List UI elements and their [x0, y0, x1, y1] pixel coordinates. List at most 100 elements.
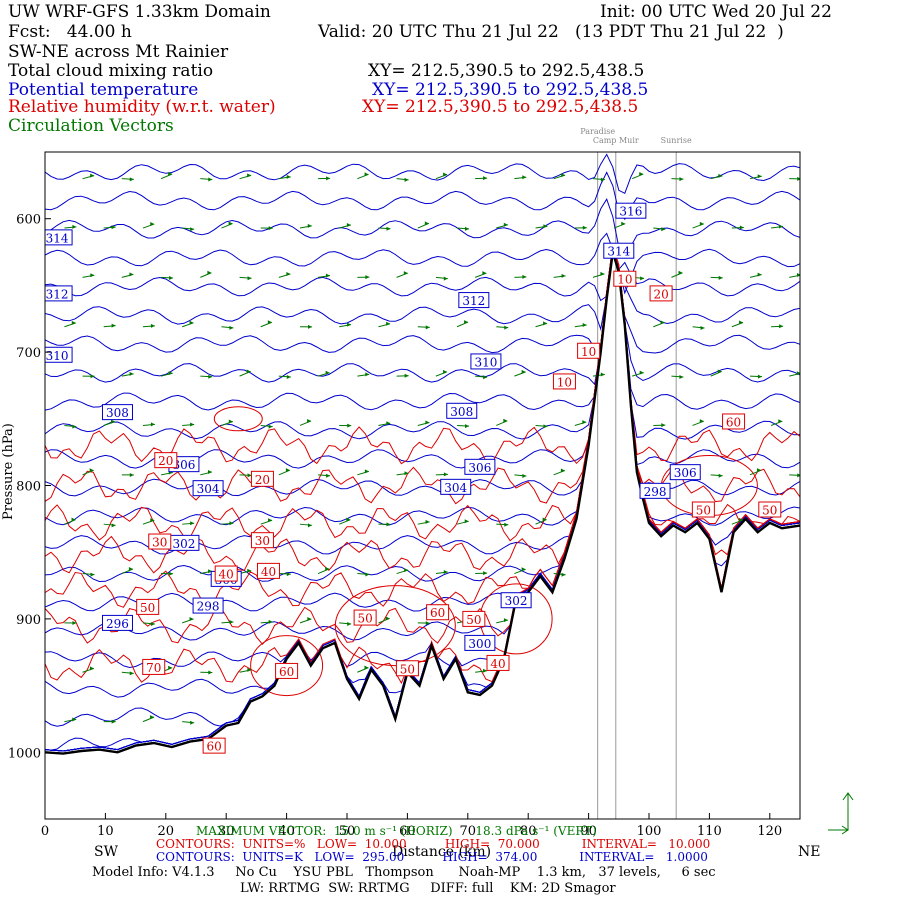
axes: 0 10 20 30 40 50 60 70 80 90 100 110 120 600 700 800 900…: [8, 213, 782, 839]
theta-label: 312: [462, 294, 485, 308]
theta-label-box: [101, 614, 133, 631]
vector-head: [560, 468, 565, 473]
y-tick-label: 1000: [8, 746, 41, 761]
x-tick-label: 120: [757, 824, 782, 839]
vector-head: [325, 370, 330, 375]
vector-head: [189, 616, 194, 621]
vector-head: [543, 224, 548, 229]
rh-contour-loop: [334, 585, 456, 667]
vector-head: [678, 270, 683, 275]
rh-label: 30: [255, 534, 270, 548]
vector-head: [425, 325, 430, 330]
vector-head: [150, 715, 155, 720]
vector-head: [111, 719, 116, 724]
vector-head: [639, 370, 644, 375]
vector-head: [443, 172, 448, 177]
vector-head: [483, 375, 488, 380]
vector-head: [150, 622, 155, 627]
x-tick-label: 80: [520, 824, 537, 839]
vector-head: [90, 273, 95, 278]
vector-head: [150, 323, 155, 328]
vector-head: [386, 421, 391, 426]
theta-label-box: [669, 464, 701, 481]
vector-head: [169, 276, 174, 281]
rh-label: 60: [726, 415, 741, 429]
rh-contour-loop: [250, 635, 324, 697]
theta-label-box: [101, 404, 133, 421]
vector-head: [307, 617, 312, 622]
vector-head: [739, 225, 744, 230]
vector-head: [542, 517, 547, 522]
vector-head: [443, 276, 448, 281]
vector-head: [267, 320, 272, 325]
theta-label-box: [603, 242, 635, 259]
theta-contour-line: [45, 171, 800, 221]
vector-head: [347, 322, 352, 327]
theta-label: 296: [106, 617, 129, 631]
rh-label: 20: [653, 287, 668, 301]
theta-label-box: [464, 634, 496, 651]
vector-head: [482, 271, 487, 276]
theta-label-box: [45, 285, 73, 302]
vector-head: [364, 172, 369, 177]
vector-head: [739, 517, 744, 522]
vector-head: [247, 473, 252, 478]
vector-head: [582, 225, 587, 230]
vector-head: [228, 419, 233, 424]
vector-head: [268, 619, 273, 624]
reference-vector-icon: [828, 792, 854, 835]
vector-head: [150, 422, 155, 427]
rh-label-box: [691, 501, 715, 518]
rh-label: 30: [152, 536, 167, 550]
vector-head: [325, 273, 330, 278]
theta-label: 310: [474, 355, 497, 369]
rh-label-box: [353, 609, 377, 626]
vector-head: [386, 321, 391, 326]
vector-head: [364, 665, 369, 670]
vector-head: [779, 224, 784, 229]
vector-head: [89, 666, 94, 671]
x-tick-label: 50: [339, 824, 356, 839]
vector-head: [464, 519, 469, 524]
vector-head: [464, 226, 469, 231]
theta-label-box: [615, 202, 647, 219]
vector-head: [543, 321, 548, 326]
rh-label: 60: [279, 665, 294, 679]
theta-contour-line: [45, 249, 800, 612]
vector-head: [797, 473, 800, 478]
theta-contour-line: [45, 249, 800, 497]
vector-head: [718, 173, 723, 178]
theta-label: 312: [46, 287, 69, 301]
rh-label-box: [142, 658, 166, 675]
vector-head: [621, 221, 626, 226]
rh-label: 10: [581, 345, 596, 359]
theta-label: 306: [674, 466, 697, 480]
vector-head: [503, 222, 508, 227]
y-tick-label: 700: [16, 346, 41, 361]
vector-head: [718, 473, 723, 478]
theta-contour-info: CONTOURS: UNITS=K LOW= 295.00 HIGH= 374.…: [156, 850, 708, 864]
vector-head: [286, 272, 291, 277]
vector-head: [307, 324, 312, 329]
vector-head: [386, 522, 391, 527]
rh-contour-line: [45, 245, 800, 542]
theta-contour-line: [45, 249, 800, 469]
vector-head: [404, 568, 409, 573]
vector-head: [365, 572, 370, 577]
vector-head: [443, 569, 448, 574]
rh-label-box: [722, 413, 746, 430]
vector-head: [504, 325, 509, 330]
vector-head: [522, 274, 527, 279]
vector-head: [404, 471, 409, 476]
rh-label-box: [395, 660, 419, 677]
rh-label-box: [250, 470, 274, 487]
x-tick-label: 100: [637, 824, 662, 839]
vector-head: [600, 177, 605, 182]
theta-label: 304: [197, 482, 220, 496]
theta-label: 314: [607, 245, 630, 259]
vector-head: [168, 665, 173, 670]
vector-head: [129, 671, 134, 676]
theta-contour-line: [45, 249, 800, 411]
rh-label-box: [250, 532, 274, 549]
